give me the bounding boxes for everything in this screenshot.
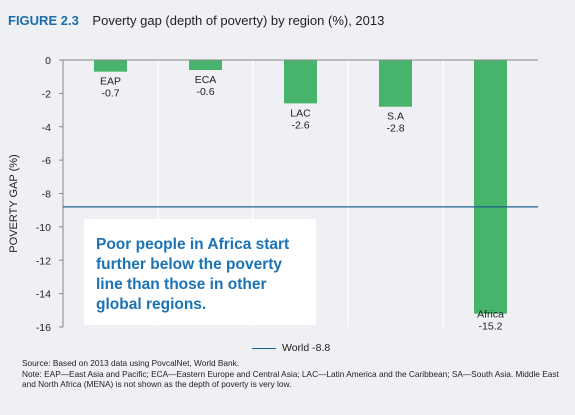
bar-eap xyxy=(94,60,127,72)
bar-labels: EAP-0.7 ECA-0.6 LAC-2.6 S.A-2.8 Africa-15.2 xyxy=(100,74,504,333)
bars xyxy=(94,60,507,314)
y-tick-label: 0 xyxy=(45,55,51,67)
bar-eca xyxy=(189,60,222,71)
figure-title-text: Poverty gap (depth of poverty) by region… xyxy=(92,13,385,28)
y-axis-label: POVERTY GAP (%) xyxy=(8,154,20,252)
note-text: Note: EAP—East Asia and Pacific; ECA—Eas… xyxy=(22,368,559,390)
bar-category-label: EAP xyxy=(100,76,121,88)
bar-value-label: -15.2 xyxy=(479,321,503,333)
callout-box: Poor people in Africa start further belo… xyxy=(84,219,316,325)
y-tick-label: -12 xyxy=(36,255,51,267)
bar-category-label: Africa xyxy=(477,309,504,321)
figure-title: FIGURE 2.3 Poverty gap (depth of poverty… xyxy=(8,13,384,28)
y-tick-labels: 0 -2 -4 -6 -8 -10 -12 -14 -16 xyxy=(36,55,63,334)
y-tick-label: -6 xyxy=(42,155,51,167)
y-tick-label: -16 xyxy=(36,322,51,334)
figure-number: FIGURE 2.3 xyxy=(8,13,79,28)
y-tick-label: -4 xyxy=(42,122,51,134)
bar-lac xyxy=(284,60,317,104)
bar-value-label: -0.7 xyxy=(101,88,119,100)
y-tick-label: -2 xyxy=(42,88,51,100)
legend-label: World -8.8 xyxy=(282,342,331,354)
y-tick-label: -8 xyxy=(42,189,51,201)
bar-category-label: LAC xyxy=(290,107,311,119)
callout-text: Poor people in Africa start further belo… xyxy=(96,236,290,313)
legend: World -8.8 xyxy=(252,342,330,354)
bar-category-label: S.A xyxy=(387,111,404,123)
legend-line-swatch xyxy=(252,347,276,349)
y-tick-label: -14 xyxy=(36,289,51,301)
bar-value-label: -0.6 xyxy=(196,86,214,98)
y-tick-label: -10 xyxy=(36,222,51,234)
bar-value-label: -2.6 xyxy=(291,119,309,131)
bar-category-label: ECA xyxy=(195,74,217,86)
bar-africa xyxy=(474,60,507,314)
bar-sa xyxy=(379,60,412,107)
footnote: Source: Based on 2013 data using PovcalN… xyxy=(22,358,567,390)
bar-value-label: -2.8 xyxy=(386,123,404,135)
source-note: Source: Based on 2013 data using PovcalN… xyxy=(22,358,240,368)
